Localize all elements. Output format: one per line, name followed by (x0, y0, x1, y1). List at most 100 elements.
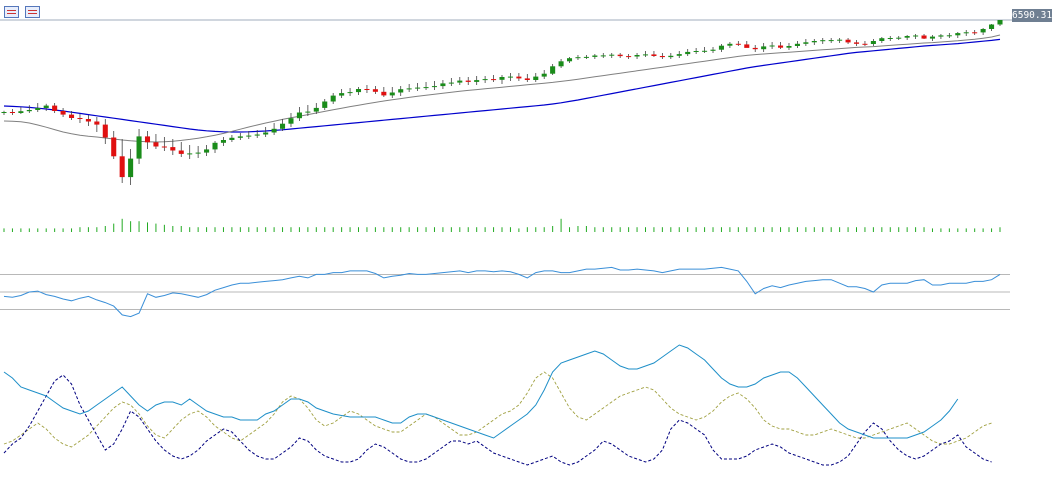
candle-body (144, 136, 151, 143)
candle (280, 119, 286, 131)
candle (963, 30, 969, 36)
candle-body (229, 137, 235, 140)
candle (136, 129, 142, 164)
candle (18, 107, 24, 114)
candle-body (837, 39, 843, 41)
candle-body (381, 91, 387, 96)
candle (220, 137, 226, 146)
candle (499, 75, 505, 84)
candle-body (128, 158, 134, 178)
candle (339, 89, 345, 98)
candle (904, 35, 910, 40)
candle (550, 64, 556, 75)
candle-body (280, 123, 286, 129)
candle (85, 115, 91, 126)
candle (744, 41, 750, 48)
candle-body (136, 136, 142, 159)
candle-body (659, 56, 665, 58)
candle (921, 34, 927, 39)
candle-body (550, 66, 556, 74)
candle (1, 110, 7, 115)
candle-body (870, 41, 876, 44)
candle-body (744, 44, 750, 48)
candle-body (786, 46, 792, 48)
candle (634, 53, 640, 59)
candle (111, 131, 117, 159)
candle-body (904, 36, 910, 38)
candle (887, 36, 893, 41)
candle (828, 38, 834, 43)
candle-body (575, 57, 581, 59)
candle (617, 53, 623, 58)
candle-body (794, 43, 800, 46)
candle (946, 33, 952, 38)
candle (592, 54, 598, 59)
candle-body (220, 140, 226, 143)
chart-window-icon[interactable] (25, 6, 40, 18)
candle (896, 36, 902, 40)
candle-body (735, 43, 741, 45)
candle-body (372, 89, 378, 92)
candle-body (566, 58, 573, 62)
candle-body (913, 35, 919, 37)
candle (347, 88, 353, 96)
candle (406, 84, 412, 92)
candle-body (693, 51, 699, 52)
candle-body (161, 146, 167, 148)
candle (170, 139, 176, 155)
candle (423, 82, 429, 90)
candle (693, 48, 699, 54)
candle-body (718, 45, 724, 50)
candle-body (921, 35, 927, 39)
rsi-line (3, 266, 1001, 318)
candle (913, 34, 919, 39)
moving-averages (3, 34, 1001, 143)
candle-body (153, 142, 159, 147)
candle-body (668, 55, 674, 58)
candle (853, 40, 860, 46)
candle (626, 54, 632, 59)
candle-body (491, 79, 497, 81)
candle (659, 53, 665, 59)
candle-body (457, 80, 463, 83)
candle-body (85, 119, 91, 122)
candle-body (710, 49, 716, 51)
candle (440, 80, 446, 89)
chart-list-icon[interactable] (4, 6, 19, 18)
candle-body (482, 79, 488, 81)
candle (702, 47, 708, 53)
candle-body (609, 54, 615, 56)
candle-body (558, 61, 564, 67)
candle (187, 145, 193, 159)
candle (364, 85, 370, 93)
candle (837, 38, 843, 43)
candle-body (887, 38, 893, 39)
candle (415, 83, 421, 91)
stoch-main-line (3, 344, 959, 439)
candle (448, 78, 454, 86)
candle-body (364, 89, 370, 90)
candle-body (102, 124, 108, 138)
candle (651, 51, 657, 57)
candle-body (997, 20, 1003, 25)
candle-body (465, 80, 471, 82)
candle (786, 43, 792, 50)
candle (431, 81, 438, 90)
candle-body (778, 45, 784, 48)
candle-body (288, 118, 294, 124)
candle (35, 103, 41, 112)
candle-body (626, 56, 632, 58)
candle-body (440, 83, 446, 87)
candle (398, 86, 404, 96)
candle-body (685, 51, 691, 55)
candle-body (702, 50, 708, 52)
candle-body (43, 105, 49, 108)
candle-body (1, 112, 7, 113)
candle (52, 103, 58, 113)
candle (668, 53, 674, 59)
candle (322, 99, 328, 110)
candle-body (803, 42, 809, 44)
candle-body (111, 137, 117, 157)
candle (997, 20, 1003, 26)
candle (761, 43, 767, 52)
